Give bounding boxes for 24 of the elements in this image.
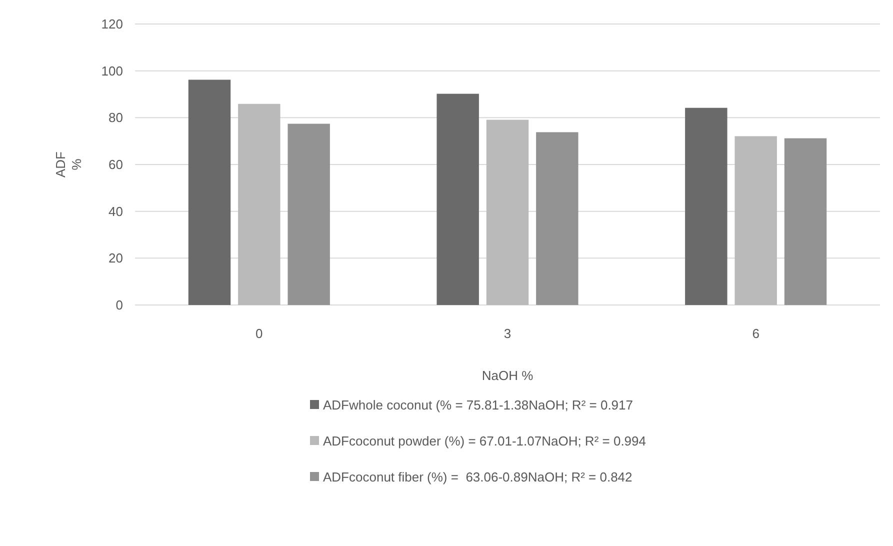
bar [685, 108, 728, 305]
bar [188, 80, 231, 305]
x-tick-label: 3 [504, 326, 512, 341]
bar [238, 104, 280, 305]
y-tick-label: 120 [101, 16, 123, 32]
bar [784, 138, 827, 305]
legend-label: ADFcoconut fiber (%) = 63.06-0.89NaOH; R² = 0.842 [323, 470, 632, 485]
bar [486, 120, 529, 305]
legend-label: ADFcoconut powder (%) = 67.01-1.07NaOH; R² = 0.994 [323, 434, 646, 449]
y-tick-label: 20 [108, 250, 123, 266]
legend-label: ADFwhole coconut (% = 75.81-1.38NaOH; R² = 0.917 [323, 398, 633, 413]
x-tick-label: 6 [752, 326, 760, 341]
y-tick-label: 100 [101, 63, 123, 78]
bar [536, 132, 578, 305]
bar [288, 124, 330, 305]
y-tick-label: 60 [108, 157, 123, 172]
bar [436, 94, 479, 305]
x-axis-title: NaOH % [482, 368, 534, 383]
y-tick-label: 80 [108, 110, 123, 126]
y-tick-label: 0 [116, 298, 123, 313]
x-tick-label: 0 [256, 326, 263, 341]
bar [734, 136, 777, 305]
y-tick-label: 40 [108, 204, 123, 219]
y-axis-title: ADF % [53, 151, 84, 178]
